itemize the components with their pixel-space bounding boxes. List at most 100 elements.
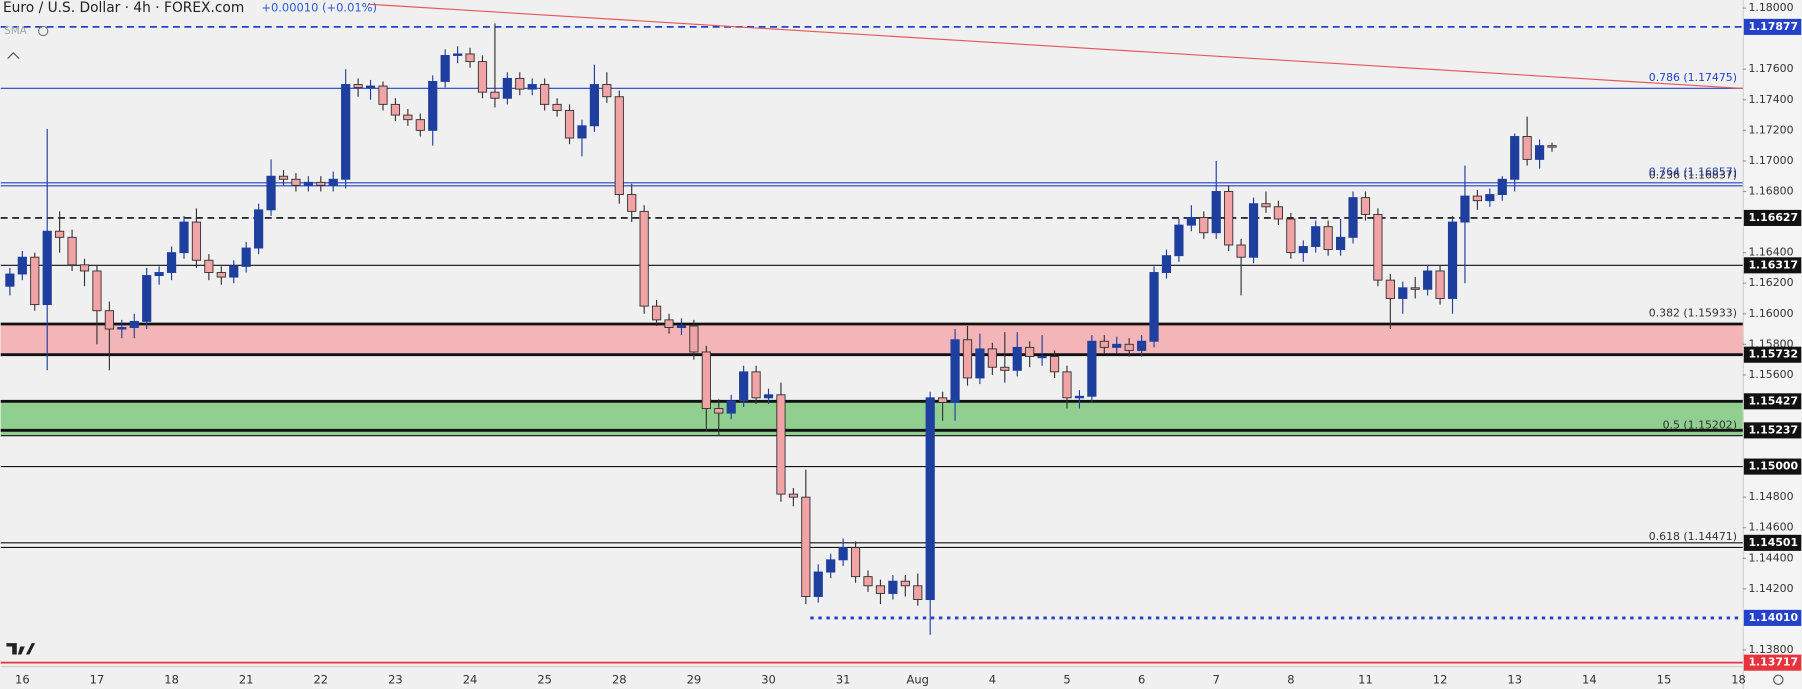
candle-body (826, 559, 836, 573)
candle-body (191, 221, 202, 261)
candle-body (913, 585, 923, 601)
candle-body (850, 547, 861, 578)
candle-body (1199, 217, 1209, 234)
candle-body (838, 547, 848, 561)
candle-body (166, 252, 177, 273)
candle-body (1360, 197, 1371, 215)
y-tick-label: 1.17000 (1748, 154, 1793, 167)
candle-body (1099, 340, 1109, 348)
candle-body (142, 275, 152, 322)
candle-body (950, 339, 960, 403)
candle-body (1161, 255, 1172, 273)
candle-body (403, 114, 413, 121)
level-tag (1743, 654, 1802, 671)
symbol-title[interactable]: Euro / U.S. Dollar · 4h · FOREX.com (3, 0, 244, 16)
x-tick-label: 12 (1433, 672, 1448, 686)
level-tag (1743, 346, 1802, 363)
x-tick-label: 18 (1731, 672, 1746, 686)
collapse-button[interactable] (7, 52, 20, 59)
fib-label: 0.5 (1.15202) (1663, 418, 1737, 431)
level-tag-label: 1.16317 (1748, 258, 1798, 271)
candle-body (1074, 395, 1085, 399)
candle-body (477, 61, 488, 93)
candle-body (1224, 191, 1234, 246)
candle-body (17, 256, 27, 275)
candle-body (1460, 195, 1470, 223)
candle-body (1112, 343, 1122, 348)
fib-label: 0.786 (1.17475) (1649, 71, 1737, 84)
candle-body (1248, 203, 1259, 258)
candle-body (1348, 197, 1358, 238)
x-tick-label: 22 (314, 672, 329, 686)
candle-body (813, 571, 823, 597)
candle-body (1273, 206, 1284, 220)
level-tag-label: 1.14501 (1748, 536, 1798, 549)
candle-body (490, 91, 500, 99)
fib-label: 0.382 (1.15933) (1649, 307, 1737, 320)
zone (0, 323, 1743, 355)
candle-body (1298, 246, 1308, 254)
candle-body (254, 209, 264, 249)
candle-body (390, 103, 401, 116)
candle-body (67, 236, 77, 266)
candle-body (1323, 226, 1333, 251)
y-tick-label: 1.13800 (1748, 643, 1793, 656)
candle-body (1124, 343, 1134, 351)
candle-body (30, 256, 40, 306)
candle-body (229, 265, 239, 278)
level-tag-label: 1.15427 (1748, 394, 1798, 407)
candle-body (515, 77, 525, 90)
candle-body (303, 181, 313, 186)
level-tag-label: 1.17877 (1748, 20, 1798, 33)
candle-body (1137, 340, 1147, 351)
candle-body (204, 259, 214, 273)
level-tag-label: 1.15000 (1748, 460, 1798, 473)
level-tag (1743, 609, 1802, 626)
candle-body (614, 96, 624, 196)
candle-body (900, 580, 910, 587)
candle-body (801, 496, 811, 597)
trend-line (299, 0, 1743, 89)
candle-body (278, 175, 289, 180)
candle-body (1510, 136, 1520, 180)
candle-body (179, 221, 189, 254)
visibility-icon[interactable] (38, 25, 49, 37)
candle-body (1261, 203, 1271, 208)
settings-icon[interactable] (1773, 674, 1784, 685)
candle-body (241, 247, 251, 267)
candle-body (1534, 145, 1545, 160)
x-tick-label: 5 (1063, 672, 1070, 686)
candle-body (776, 394, 786, 495)
candle-body (1497, 178, 1507, 196)
logo (6, 643, 36, 655)
indicator-label[interactable]: SMA (4, 25, 27, 37)
y-tick-label: 1.15600 (1748, 368, 1793, 381)
candle-body (428, 80, 438, 131)
candle-body (726, 400, 736, 414)
candle-body (328, 178, 338, 186)
candle-body (863, 576, 873, 587)
y-tick-label: 1.16800 (1748, 184, 1793, 197)
x-tick-label: 16 (15, 672, 30, 686)
level-tag-label: 1.15237 (1748, 423, 1798, 436)
fib-label: 0.618 (1.14471) (1649, 530, 1737, 543)
level-tag (1743, 422, 1802, 439)
price-change: +0.00010 (+0.01%) (261, 1, 377, 15)
candle-body (540, 84, 550, 105)
candle-body (1012, 346, 1022, 371)
candle-body (465, 53, 475, 63)
level-tag (1743, 458, 1802, 475)
x-tick-label: 25 (537, 672, 552, 686)
candle-body (104, 310, 114, 330)
x-tick-label: 6 (1138, 672, 1145, 686)
candle-body (341, 84, 351, 180)
candle-body (92, 270, 102, 312)
y-tick-label: 1.17400 (1748, 93, 1793, 106)
candle-body (527, 84, 537, 90)
candle-body (1398, 287, 1408, 299)
x-tick-label: 29 (687, 672, 702, 686)
candle-body (701, 351, 711, 409)
level-tag-label: 1.14010 (1748, 611, 1798, 624)
candle-body (739, 371, 749, 402)
x-tick-label: 7 (1213, 672, 1220, 686)
